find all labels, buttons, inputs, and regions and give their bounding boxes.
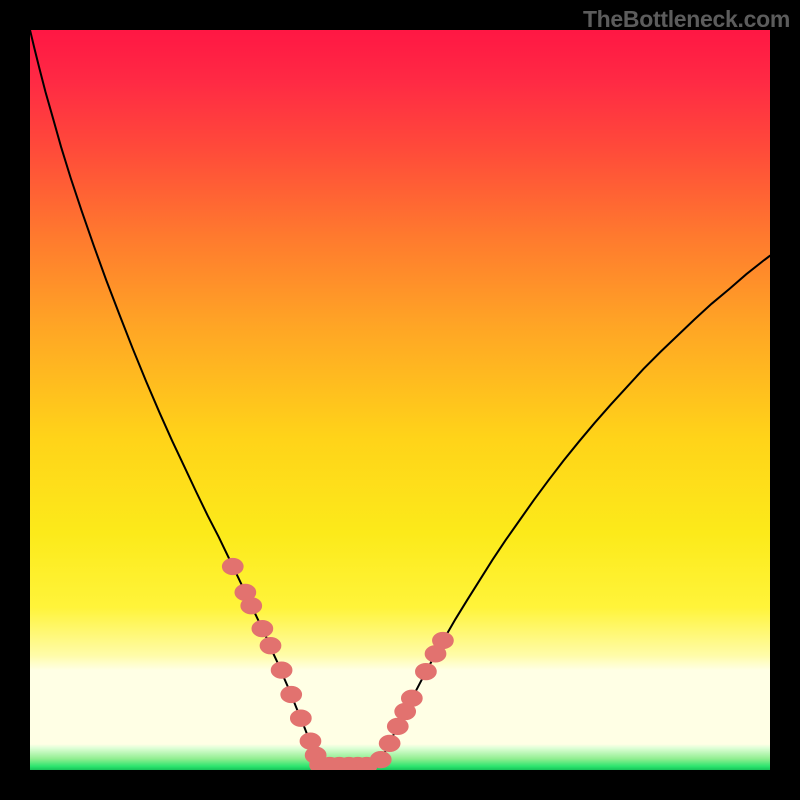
data-marker [290,710,311,726]
data-marker [433,632,454,648]
data-marker [222,558,243,574]
data-marker [379,735,400,751]
data-marker [387,718,408,734]
gradient-background [30,30,770,770]
chart-svg [30,30,770,770]
data-marker [416,663,437,679]
data-marker [370,752,391,768]
data-marker [252,621,273,637]
watermark-text: TheBottleneck.com [583,6,790,33]
data-marker [281,686,302,702]
plot-area [30,30,770,770]
chart-frame: TheBottleneck.com [0,0,800,800]
data-marker [260,638,281,654]
data-marker [271,662,292,678]
data-marker [241,598,262,614]
data-marker [401,690,422,706]
